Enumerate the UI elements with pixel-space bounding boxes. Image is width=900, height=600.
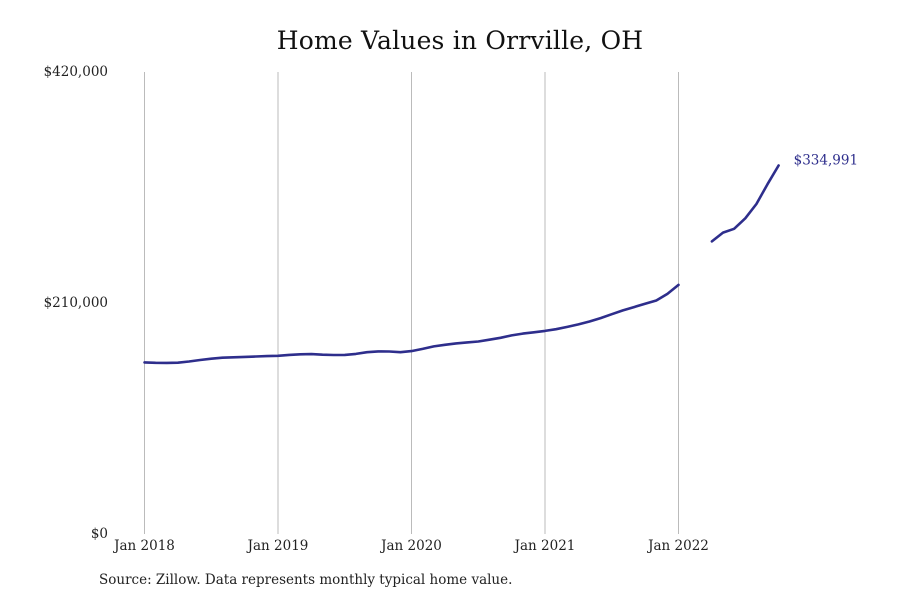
y-tick-label: $420,000 [44, 64, 108, 80]
gridlines [144, 72, 679, 534]
source-note: Source: Zillow. Data represents monthly … [99, 572, 513, 588]
y-tick-label: $0 [91, 526, 108, 542]
x-tick-label: Jan 2021 [513, 538, 576, 554]
series-line-segment [710, 164, 780, 243]
x-tick-label: Jan 2019 [246, 538, 309, 554]
series-line-segment [143, 283, 680, 365]
y-tick-label: $210,000 [44, 295, 108, 311]
series-lines [143, 164, 780, 365]
y-axis-tick-labels: $0 $210,000 $420,000 [44, 64, 108, 542]
x-tick-label: Jan 2020 [379, 538, 442, 554]
x-tick-label: Jan 2018 [112, 538, 175, 554]
end-value-label: $334,991 [794, 153, 858, 169]
x-axis-tick-labels: Jan 2018 Jan 2019 Jan 2020 Jan 2021 Jan 2022 [112, 538, 709, 554]
chart-title: Home Values in Orrville, OH [276, 26, 644, 55]
x-tick-label: Jan 2022 [646, 538, 709, 554]
